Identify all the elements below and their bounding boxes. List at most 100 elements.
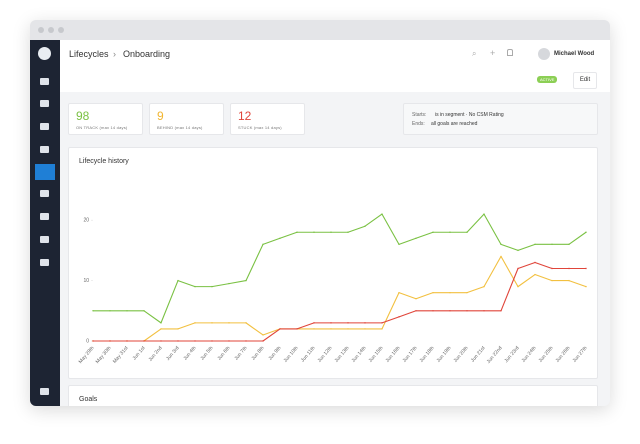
point	[551, 279, 553, 282]
point	[466, 291, 468, 294]
point	[398, 316, 400, 318]
x-tick-label: Jun 9th	[267, 345, 282, 362]
point	[177, 340, 179, 342]
stat-value: 9	[157, 109, 164, 123]
point	[432, 231, 434, 233]
point	[432, 291, 434, 294]
breadcrumb-current: Onboarding	[123, 49, 171, 59]
point	[381, 328, 383, 330]
ends-label: Ends:	[412, 121, 425, 127]
x-tick-label: Jun 23rd	[503, 345, 520, 364]
point	[398, 243, 400, 246]
app-window: Lifecycles › Onboarding ⌕ + Michael Wood…	[30, 20, 610, 406]
point	[143, 340, 145, 342]
x-tick-label: Jun 10th	[283, 345, 300, 364]
point	[245, 279, 247, 282]
nav-icon[interactable]	[40, 100, 49, 107]
point	[466, 310, 468, 312]
point	[245, 322, 247, 324]
x-tick-label: Jun 8th	[250, 345, 265, 362]
nav-icon[interactable]	[40, 78, 49, 85]
breadcrumb[interactable]: Lifecycles	[69, 49, 109, 59]
add-icon[interactable]: +	[490, 48, 496, 58]
point	[194, 340, 196, 342]
x-tick-label: Jun 21st	[470, 345, 487, 364]
point	[262, 334, 264, 336]
x-tick-label: Jun 19th	[436, 345, 453, 364]
point	[534, 243, 536, 246]
point	[483, 310, 485, 312]
window-dot	[58, 27, 64, 33]
nav-icon[interactable]	[40, 123, 49, 130]
nav-icon[interactable]	[40, 236, 49, 243]
stat-value: 98	[76, 109, 90, 123]
x-tick-label: Jun 16th	[385, 345, 402, 364]
point	[262, 243, 264, 246]
settings-icon[interactable]	[40, 388, 49, 395]
nav-icon[interactable]	[40, 190, 49, 197]
logo[interactable]	[38, 47, 51, 60]
point	[415, 237, 417, 239]
point	[568, 279, 570, 282]
stat-label: BEHIND (max 14 days)	[157, 125, 203, 130]
point	[330, 231, 332, 233]
x-tick-label: Jun 27th	[572, 345, 589, 364]
edit-button[interactable]: Edit	[573, 72, 597, 89]
point	[364, 322, 366, 324]
title-bar	[30, 20, 610, 40]
point	[313, 231, 315, 233]
nav-active[interactable]	[35, 164, 55, 180]
bell-icon[interactable]	[507, 49, 513, 56]
point	[364, 225, 366, 227]
point	[449, 291, 451, 294]
point	[551, 267, 553, 270]
series-line	[93, 255, 587, 342]
point	[500, 243, 502, 246]
point	[92, 340, 94, 342]
x-tick-label: Jun 17th	[402, 345, 419, 364]
point	[296, 231, 298, 233]
point	[177, 328, 179, 330]
point	[177, 279, 179, 282]
nav-icon[interactable]	[40, 146, 49, 153]
point	[517, 249, 519, 252]
point	[92, 310, 94, 312]
series-line	[93, 213, 587, 324]
nav-icon[interactable]	[40, 213, 49, 220]
avatar[interactable]	[538, 48, 550, 60]
point	[432, 310, 434, 312]
x-tick-label: Jun 15th	[368, 345, 385, 364]
point	[330, 322, 332, 324]
point	[160, 340, 162, 342]
point	[517, 267, 519, 270]
sidebar	[30, 40, 60, 406]
x-tick-label: Jun 7th	[233, 345, 248, 362]
point	[194, 285, 196, 288]
point	[534, 273, 536, 276]
point	[500, 255, 502, 258]
point	[568, 243, 570, 246]
user-name[interactable]: Michael Wood	[554, 51, 595, 57]
point	[109, 340, 111, 342]
stat-label: STUCK (max 14 days)	[238, 125, 282, 130]
goals-title: Goals	[79, 396, 98, 403]
ends-value: all goals are reached	[431, 121, 478, 127]
x-tick-label: Jun 26th	[555, 345, 572, 364]
stat-card: 12 STUCK (max 14 days)	[230, 103, 305, 135]
point	[126, 310, 128, 312]
breadcrumb-separator: ›	[113, 49, 116, 59]
x-tick-label: Jun 24th	[521, 345, 538, 364]
point	[483, 213, 485, 215]
point	[517, 285, 519, 288]
point	[347, 231, 349, 233]
point	[449, 310, 451, 312]
starts-value: is in segment · No CSM Rating	[435, 112, 504, 118]
window-dot	[38, 27, 44, 33]
point	[296, 328, 298, 330]
point	[109, 310, 111, 312]
top-bar: Lifecycles › Onboarding ⌕ + Michael Wood	[60, 40, 610, 71]
nav-icon[interactable]	[40, 259, 49, 266]
point	[551, 243, 553, 246]
search-icon[interactable]: ⌕	[472, 49, 477, 58]
